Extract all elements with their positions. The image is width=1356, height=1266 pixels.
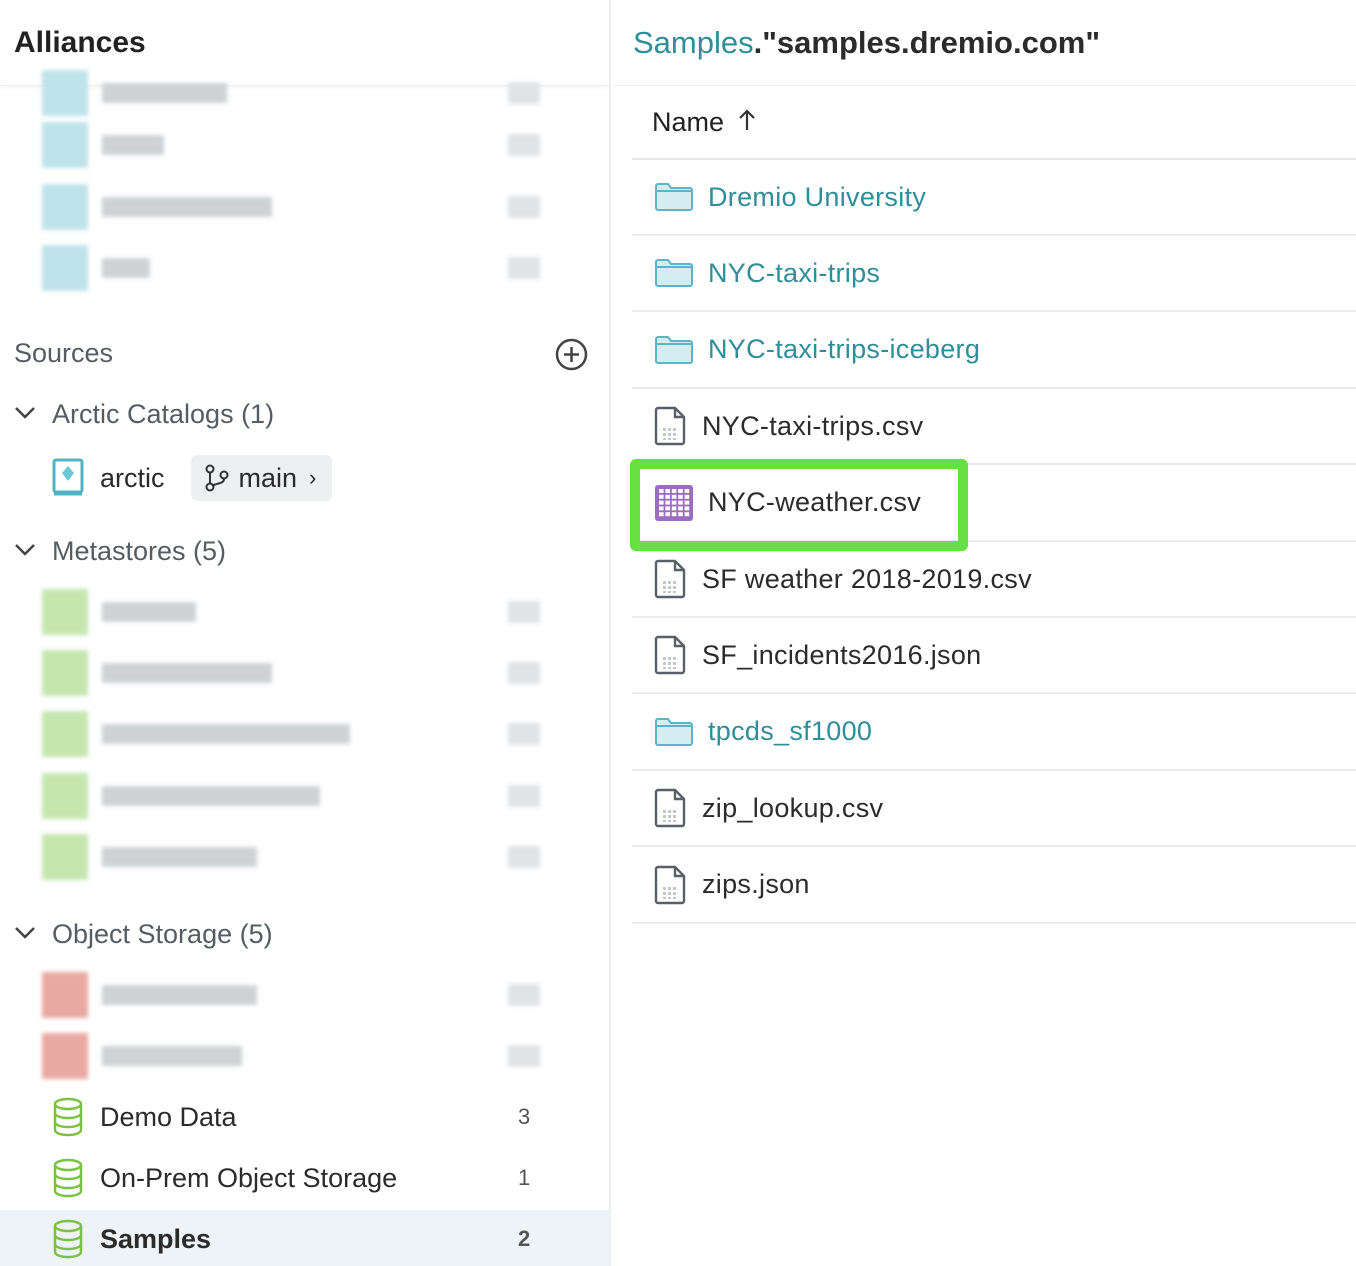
plus-circle-icon[interactable] xyxy=(555,338,588,376)
source-name: arctic xyxy=(100,462,165,493)
row-name: zip_lookup.csv xyxy=(702,792,884,823)
main-panel: Samples ."samples.dremio.com" Name Dremio… xyxy=(613,0,1356,1266)
row-name: SF weather 2018-2019.csv xyxy=(702,563,1032,594)
blurred-item[interactable] xyxy=(42,773,540,819)
arrow-up-icon xyxy=(738,107,756,138)
table-row[interactable]: zip_lookup.csv xyxy=(632,771,1356,848)
sidebar: Alliances Sources Arctic Catalogs (1) ar… xyxy=(0,0,611,1266)
object-storage-group[interactable]: Object Storage (5) xyxy=(14,919,273,950)
blurred-item[interactable] xyxy=(42,650,540,696)
folder-icon xyxy=(654,182,708,212)
chevron-down-icon xyxy=(14,403,40,426)
group-label: Metastores (5) xyxy=(52,536,227,566)
folder-icon xyxy=(654,717,708,747)
folder-icon xyxy=(654,335,708,365)
row-name[interactable]: tpcds_sf1000 xyxy=(708,716,873,747)
breadcrumb-parent-link[interactable]: Samples xyxy=(633,24,754,60)
group-label: Object Storage (5) xyxy=(52,919,273,949)
blurred-item[interactable] xyxy=(42,589,540,635)
arctic-catalog-icon xyxy=(52,458,84,496)
file-icon xyxy=(654,559,702,599)
database-icon xyxy=(53,1097,83,1137)
blurred-item[interactable] xyxy=(42,972,540,1018)
sources-heading: Sources xyxy=(14,338,114,368)
source-item-demo-data[interactable]: Demo Data 3 xyxy=(52,1097,592,1137)
column-label: Name xyxy=(652,106,725,137)
table-row[interactable]: SF weather 2018-2019.csv xyxy=(632,542,1356,618)
row-name: NYC-taxi-trips.csv xyxy=(702,410,924,441)
source-item-arctic[interactable]: arctic main › xyxy=(52,455,592,501)
blurred-item[interactable] xyxy=(42,184,540,230)
column-header-name[interactable]: Name xyxy=(632,86,1356,160)
table-row[interactable]: NYC-taxi-trips-iceberg xyxy=(632,313,1356,389)
table-row[interactable]: NYC-taxi-trips xyxy=(632,236,1356,313)
chevron-right-icon: › xyxy=(309,465,317,490)
group-label: Arctic Catalogs (1) xyxy=(52,399,275,429)
branch-name: main xyxy=(238,462,298,493)
sidebar-title: Alliances xyxy=(0,0,609,86)
file-icon xyxy=(654,865,702,905)
source-name: Demo Data xyxy=(100,1101,237,1132)
file-icon xyxy=(654,788,702,828)
branch-selector[interactable]: main › xyxy=(190,455,333,501)
file-icon xyxy=(654,635,702,675)
blurred-item[interactable] xyxy=(42,711,540,757)
source-count: 3 xyxy=(518,1104,531,1129)
source-name: Samples xyxy=(100,1223,212,1254)
table-row[interactable]: SF_incidents2016.json xyxy=(632,618,1356,695)
chevron-down-icon xyxy=(14,923,40,946)
table-row[interactable]: NYC-weather.csv xyxy=(632,466,1356,542)
blurred-item[interactable] xyxy=(42,834,540,880)
selected-row-bg xyxy=(0,1210,609,1266)
source-name: On-Prem Object Storage xyxy=(100,1162,398,1193)
row-name: SF_incidents2016.json xyxy=(702,639,982,670)
blurred-item[interactable] xyxy=(42,1033,540,1079)
blurred-item[interactable] xyxy=(42,122,540,168)
source-item-samples[interactable]: Samples 2 xyxy=(52,1219,592,1259)
breadcrumb-current: ."samples.dremio.com" xyxy=(753,24,1101,60)
row-name[interactable]: NYC-taxi-trips-iceberg xyxy=(708,334,981,365)
database-icon xyxy=(53,1219,83,1259)
table-row[interactable]: zips.json xyxy=(632,848,1356,924)
source-count: 1 xyxy=(518,1165,531,1190)
table-row[interactable]: NYC-taxi-trips.csv xyxy=(632,389,1356,466)
blurred-item[interactable] xyxy=(42,245,540,291)
row-name: NYC-weather.csv xyxy=(708,487,922,518)
file-icon xyxy=(654,406,702,446)
row-name: zips.json xyxy=(702,869,810,900)
folder-icon xyxy=(654,258,708,288)
breadcrumb: Samples ."samples.dremio.com" xyxy=(613,0,1356,86)
highlight-box xyxy=(630,459,968,551)
arctic-catalogs-group[interactable]: Arctic Catalogs (1) xyxy=(14,399,274,430)
database-icon xyxy=(53,1158,83,1198)
metastores-group[interactable]: Metastores (5) xyxy=(14,536,226,567)
chevron-down-icon xyxy=(14,540,40,563)
source-item-on-prem-object-storage[interactable]: On-Prem Object Storage 1 xyxy=(52,1158,592,1198)
branch-icon xyxy=(205,464,229,492)
dataset-icon xyxy=(654,484,708,522)
table-row[interactable]: tpcds_sf1000 xyxy=(632,695,1356,771)
blurred-item[interactable] xyxy=(42,70,540,116)
row-name[interactable]: Dremio University xyxy=(708,181,927,212)
row-name[interactable]: NYC-taxi-trips xyxy=(708,257,881,288)
table-row[interactable]: Dremio University xyxy=(632,160,1356,236)
source-count: 2 xyxy=(518,1226,531,1251)
